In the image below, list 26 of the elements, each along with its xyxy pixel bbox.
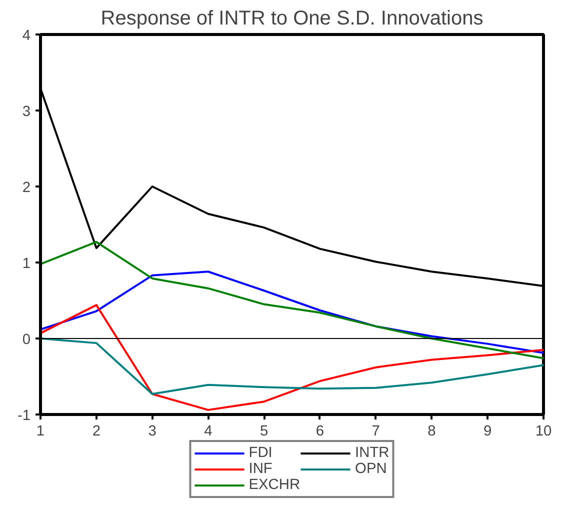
x-tick-label: 6 (316, 424, 324, 440)
legend-label: INF (248, 461, 272, 477)
chart-title: Response of INTR to One S.D. Innovations (100, 8, 484, 30)
legend-label: FDI (248, 445, 272, 461)
x-tick-label: 5 (260, 424, 268, 440)
line-series (40, 338, 544, 395)
line-series (40, 240, 544, 360)
x-tick-label: 4 (204, 424, 212, 440)
y-tick-label: 2 (22, 180, 31, 196)
y-tick-label: 0 (22, 332, 31, 348)
y-tick-label: -1 (17, 408, 31, 424)
line-series (40, 304, 544, 411)
line-series (40, 270, 544, 354)
x-tick-label: 9 (484, 424, 492, 440)
y-tick-label: 3 (22, 104, 31, 120)
legend-label: EXCHR (248, 477, 300, 493)
x-tick-label: 7 (372, 424, 380, 440)
legend-label: INTR (355, 445, 390, 461)
x-tick-label: 8 (428, 424, 436, 440)
x-tick-label: 3 (148, 424, 156, 440)
y-tick-label: 1 (22, 256, 31, 272)
x-tick-label: 1 (36, 424, 45, 440)
x-tick-label: 10 (535, 424, 552, 440)
y-tick-label: 4 (22, 28, 31, 44)
x-tick-label: 2 (92, 424, 100, 440)
legend-label: OPN (355, 461, 387, 477)
